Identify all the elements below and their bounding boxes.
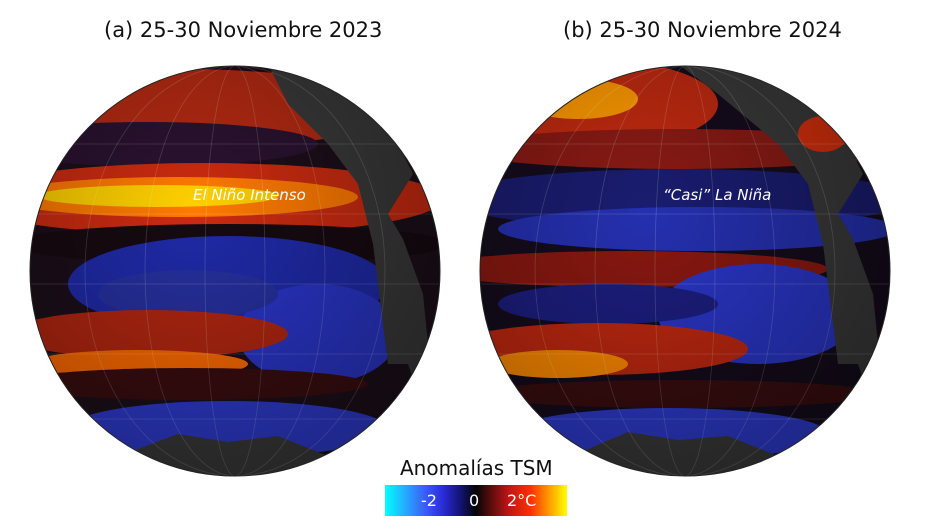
globe-2023: El Niño Intenso: [29, 65, 441, 477]
colorbar-tick-pos: 2°C: [507, 491, 537, 510]
colorbar-tick-zero: 0: [469, 491, 480, 510]
panel-b-annotation: “Casi” La Niña: [663, 186, 771, 204]
panel-a-title: (a) 25-30 Noviembre 2023: [104, 18, 383, 42]
legend-title: Anomalías TSM: [400, 456, 553, 480]
globe-2024: “Casi” La Niña: [479, 65, 891, 477]
colorbar: -2 0 2°C: [385, 485, 567, 516]
colorbar-tick-neg: -2: [421, 491, 437, 510]
panel-a-annotation: El Niño Intenso: [193, 186, 306, 204]
panel-b-title: (b) 25-30 Noviembre 2024: [563, 18, 842, 42]
